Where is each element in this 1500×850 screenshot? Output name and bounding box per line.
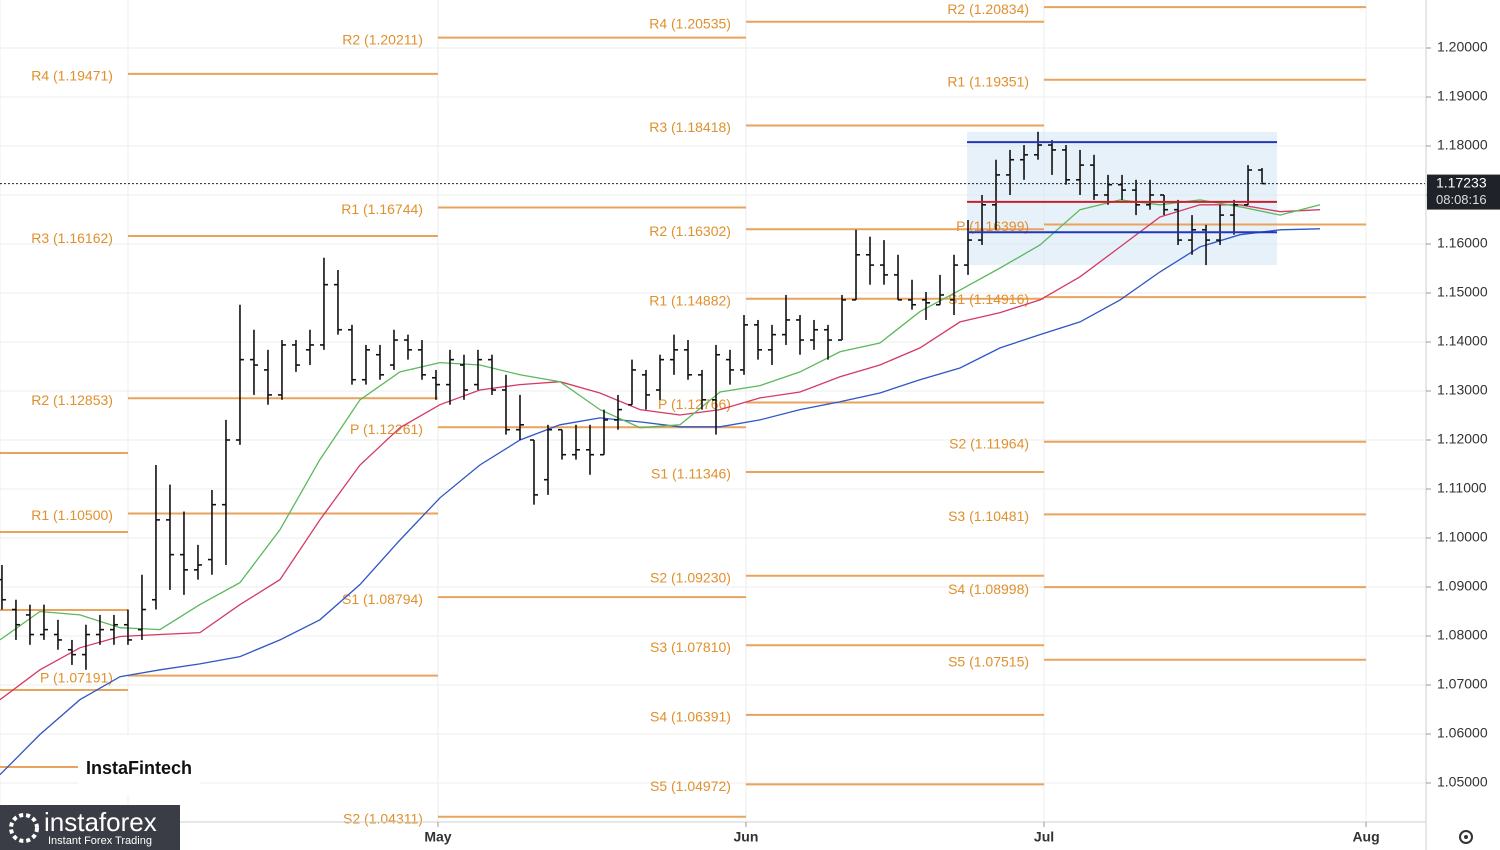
pivot-label: S1 (1.14916) [948,291,1029,307]
x-tick-label: May [424,829,451,845]
y-tick-label: 1.19000 [1437,88,1488,104]
pivot-label: R1 (1.14882) [649,292,731,308]
last-price-box [1427,174,1500,210]
pivot-label: R4 (1.19471) [31,68,113,84]
pivot-label: S4 (1.08998) [948,581,1029,597]
fintech-logo: InstaFintech [86,758,192,778]
pivot-label: R1 (1.16744) [341,201,423,217]
y-tick-label: 1.14000 [1437,333,1488,349]
pivot-label: R2 (1.12853) [31,392,113,408]
x-tick-label: Jun [734,829,759,845]
y-tick-label: 1.07000 [1437,676,1488,692]
pivot-label: S3 (1.07810) [650,639,731,655]
logo-box [0,805,180,850]
logo-icon [9,813,39,843]
settings-icon[interactable] [1459,830,1473,844]
y-tick-label: 1.13000 [1437,382,1488,398]
pivot-label: R2 (1.20834) [947,1,1029,17]
pivot-label: R3 (1.18418) [649,119,731,135]
pivot-label: S2 (1.11964) [949,435,1029,451]
pivot-label: R1 (1.10500) [31,507,113,523]
y-tick-label: 1.09000 [1437,578,1488,594]
pivot-label: P (1.12261) [350,421,423,437]
fintech-box [78,735,200,795]
pivot-label: R2 (1.20211) [342,31,423,47]
moving-average [0,204,1321,701]
y-tick-label: 1.08000 [1437,627,1488,643]
y-tick-label: 1.16000 [1437,235,1488,251]
y-tick-label: 1.18000 [1437,137,1488,153]
pivot-label: S1 (1.08794) [342,591,423,607]
x-tick-label: Aug [1352,829,1379,845]
logo-text: instaforex [44,807,157,837]
y-tick-label: 1.10000 [1437,529,1488,545]
pivot-label: S5 (1.07515) [948,653,1029,669]
logo-tagline: Instant Forex Trading [48,835,152,847]
pivot-label: R4 (1.20535) [649,15,731,31]
y-tick-label: 1.06000 [1437,725,1488,741]
pivot-label: S3 (1.10481) [948,508,1029,524]
pivot-label: R3 (1.16162) [31,230,113,246]
pivot-label: S5 (1.04972) [650,778,731,794]
moving-average [0,199,1321,641]
y-tick-label: 1.12000 [1437,431,1488,447]
pivot-label: S4 (1.06391) [650,709,731,725]
pivot-label: P (1.07191) [40,669,113,685]
pivot-label: P (1.16399) [956,218,1029,234]
y-tick-label: 1.05000 [1437,774,1488,790]
pivot-label: S1 (1.11346) [651,466,731,482]
pivot-label: R1 (1.19351) [947,74,1029,90]
pivot-label: S2 (1.09230) [650,569,731,585]
pivot-label: R2 (1.16302) [649,223,731,239]
pivot-label: S2 (1.04311) [343,810,423,826]
y-tick-label: 1.20000 [1437,39,1488,55]
moving-average [0,228,1321,776]
countdown: 08:08:16 [1436,192,1487,207]
x-tick-label: Jul [1034,829,1054,845]
y-tick-label: 1.11000 [1437,480,1487,496]
y-tick-label: 1.15000 [1437,284,1488,300]
settings-icon-dot[interactable] [1464,835,1468,839]
last-price-label: 1.17233 [1436,174,1487,190]
